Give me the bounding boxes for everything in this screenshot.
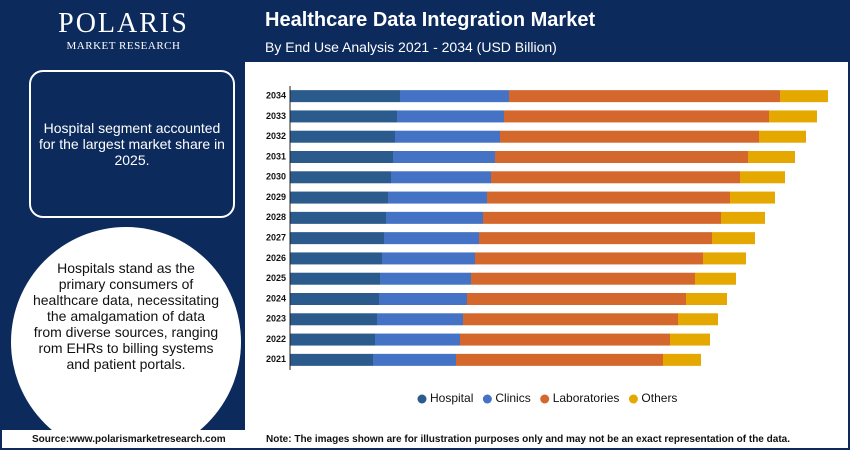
- y-tick-label: 2023: [266, 314, 286, 324]
- bar-segment: [695, 272, 736, 285]
- bar-segment: [491, 171, 740, 184]
- legend-label: Clinics: [495, 391, 530, 405]
- bar-segment: [686, 293, 727, 305]
- bar-segment: [509, 90, 780, 103]
- legend-marker: [540, 394, 550, 404]
- bar-segment: [740, 171, 785, 184]
- legend-label: Hospital: [430, 391, 473, 405]
- y-tick-label: 2030: [266, 172, 286, 182]
- bar-segment: [382, 252, 475, 265]
- summary-text: Hospitals stand as the primary consumers…: [32, 260, 219, 372]
- bar-segment: [467, 293, 686, 305]
- bar-segment: [290, 272, 380, 285]
- bar-segment: [678, 313, 718, 326]
- bar-segment: [400, 90, 509, 103]
- logo-name: POLARIS: [58, 8, 189, 39]
- bar-segment: [290, 151, 393, 163]
- bar-segment: [290, 90, 400, 103]
- bar-segment: [290, 191, 388, 204]
- legend-marker: [628, 394, 638, 404]
- bar-segment: [290, 232, 384, 245]
- y-tick-label: 2022: [266, 334, 286, 344]
- y-tick-label: 2032: [266, 131, 286, 141]
- bar-segment: [460, 333, 670, 346]
- bar-segment: [780, 90, 828, 103]
- bar-segment: [759, 130, 806, 143]
- legend-marker: [417, 394, 427, 404]
- chart-subtitle: By End Use Analysis 2021 - 2034 (USD Bil…: [265, 39, 557, 55]
- y-tick-label: 2027: [266, 233, 286, 243]
- y-tick-label: 2024: [266, 293, 286, 303]
- bar-segment: [769, 110, 817, 123]
- bar-segment: [290, 110, 397, 123]
- y-tick-label: 2033: [266, 111, 286, 121]
- y-tick-label: 2029: [266, 192, 286, 202]
- bar-segment: [475, 252, 703, 265]
- bar-segment: [393, 151, 495, 163]
- bar-segment: [479, 232, 712, 245]
- bar-segment: [380, 272, 471, 285]
- bar-segment: [386, 211, 483, 224]
- y-tick-label: 2031: [266, 151, 286, 161]
- bar-segment: [290, 171, 391, 184]
- bar-segment: [471, 272, 695, 285]
- bar-segment: [379, 293, 467, 305]
- chart-title: Healthcare Data Integration Market: [265, 9, 596, 31]
- summary-circle: [11, 227, 241, 448]
- bar-segment: [391, 171, 491, 184]
- highlight-text: Hospital segment accounted for the large…: [39, 120, 225, 168]
- bar-segment: [290, 252, 382, 265]
- bar-segment: [487, 191, 730, 204]
- bar-segment: [388, 191, 487, 204]
- highlight-box: Hospital segment accounted for the large…: [29, 70, 235, 218]
- bar-segment: [290, 333, 375, 346]
- legend-label: Others: [641, 391, 677, 405]
- y-tick-label: 2028: [266, 212, 286, 222]
- y-tick-label: 2025: [266, 273, 286, 283]
- bar-segment: [395, 130, 500, 143]
- bar-segment: [504, 110, 769, 123]
- logo-tagline: MARKET RESEARCH: [66, 40, 181, 52]
- bar-segment: [748, 151, 795, 163]
- bar-segment: [290, 130, 395, 143]
- legend-label: Laboratories: [553, 391, 620, 405]
- bar-segment: [384, 232, 479, 245]
- bar-segment: [721, 211, 765, 224]
- bar-segment: [373, 353, 456, 366]
- bar-segment: [663, 353, 701, 366]
- bar-segment: [483, 211, 721, 224]
- bar-segment: [375, 333, 460, 346]
- header: [245, 2, 848, 62]
- note: Note: The images shown are for illustrat…: [266, 434, 790, 445]
- bar-segment: [290, 353, 373, 366]
- bar-segment: [730, 191, 775, 204]
- bar-segment: [670, 333, 710, 346]
- bar-segment: [500, 130, 759, 143]
- bar-segment: [703, 252, 746, 265]
- bar-segment: [495, 151, 748, 163]
- bar-segment: [397, 110, 504, 123]
- bar-segment: [290, 293, 379, 305]
- legend-marker: [482, 394, 492, 404]
- bar-segment: [463, 313, 678, 326]
- y-tick-label: 2034: [266, 91, 286, 101]
- bar-segment: [377, 313, 463, 326]
- y-tick-label: 2026: [266, 253, 286, 263]
- bar-segment: [290, 313, 377, 326]
- y-tick-label: 2021: [266, 354, 286, 364]
- bar-segment: [290, 211, 386, 224]
- source: Source:www.polarismarketresearch.com: [32, 434, 226, 445]
- bar-segment: [456, 353, 663, 366]
- bar-segment: [712, 232, 755, 245]
